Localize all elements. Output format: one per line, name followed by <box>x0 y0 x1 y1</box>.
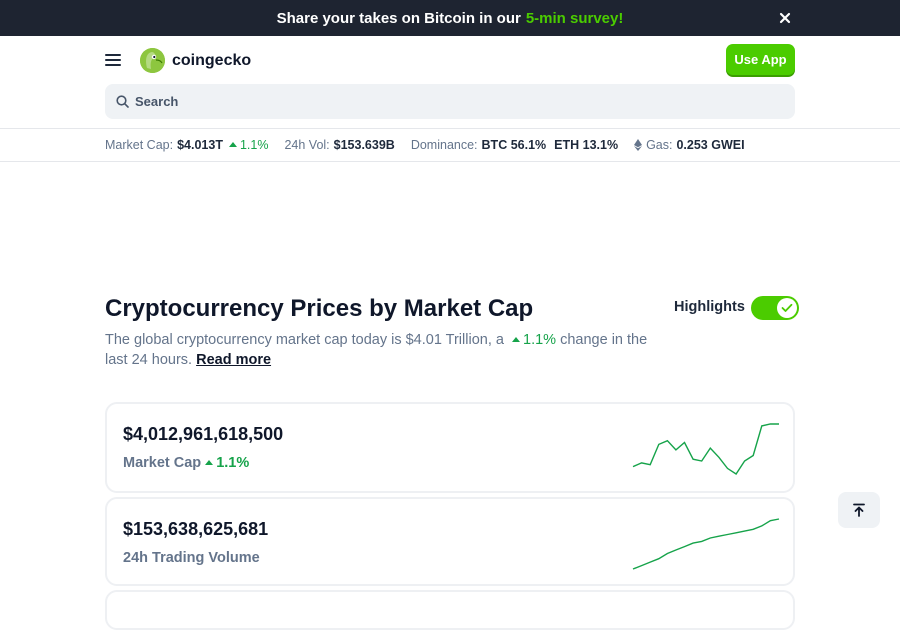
dominance-label: Dominance: <box>410 138 478 152</box>
eth-dominance[interactable]: ETH 13.1% <box>554 138 619 152</box>
banner-text: Share your takes on Bitcoin in our <box>276 9 521 27</box>
market-cap-card-change: 1.1% <box>205 455 249 471</box>
search-bar[interactable] <box>105 84 795 119</box>
arrow-up-to-line-icon <box>853 503 865 517</box>
check-icon <box>781 303 793 312</box>
vol-label: 24h Vol: <box>284 138 330 152</box>
market-cap-sparkline <box>632 423 779 475</box>
sparkline-path <box>632 518 780 570</box>
market-cap-card[interactable]: $4,012,961,618,500 Market Cap 1.1% <box>105 402 795 493</box>
triangle-up-icon <box>205 460 214 465</box>
gecko-logo-icon <box>140 48 165 73</box>
use-app-button[interactable]: Use App <box>726 44 795 75</box>
site-header: coingecko Use App <box>0 36 900 129</box>
highlights-toggle[interactable] <box>751 296 799 320</box>
trending-card[interactable] <box>105 590 795 630</box>
market-cap-change: 1.1% <box>228 138 268 152</box>
trading-volume-total: $153,638,625,681 <box>123 519 269 539</box>
search-icon <box>116 95 129 108</box>
market-cap-total: $4,012,961,618,500 <box>123 424 284 444</box>
desc-change: 1.1% <box>512 332 556 348</box>
market-cap-value[interactable]: $4.013T <box>177 138 223 152</box>
page-description: The global cryptocurrency market cap tod… <box>105 332 648 368</box>
logo[interactable]: coingecko <box>140 48 251 73</box>
page-title: Cryptocurrency Prices by Market Cap <box>105 295 534 322</box>
gas-label: Gas: <box>646 138 673 152</box>
ethereum-icon <box>634 139 643 151</box>
trading-volume-card[interactable]: $153,638,625,681 24h Trading Volume <box>105 497 795 586</box>
highlights-label: Highlights <box>674 299 745 315</box>
global-stats-bar: Market Cap: $4.013T 1.1% 24h Vol: $153.6… <box>0 129 900 162</box>
gas-value[interactable]: 0.253 GWEI <box>676 138 745 152</box>
search-input[interactable] <box>135 94 735 109</box>
vol-value[interactable]: $153.639B <box>333 138 395 152</box>
triangle-up-icon <box>228 142 237 147</box>
market-cap-card-label: Market Cap 1.1% <box>123 455 250 471</box>
menu-icon[interactable] <box>105 54 121 66</box>
survey-link[interactable]: 5-min survey! <box>525 9 624 27</box>
trading-volume-sparkline <box>632 518 780 570</box>
survey-banner: Share your takes on Bitcoin in our 5-min… <box>0 0 900 36</box>
sparkline-path <box>632 423 779 475</box>
market-cap-label: Market Cap: <box>105 138 174 152</box>
read-more-link[interactable]: Read more <box>196 352 272 368</box>
close-icon[interactable] <box>776 9 794 27</box>
back-to-top-button[interactable] <box>838 492 880 528</box>
btc-dominance[interactable]: BTC 56.1% <box>481 138 547 152</box>
triangle-up-icon <box>512 337 521 342</box>
brand-name: coingecko <box>172 51 252 69</box>
trading-volume-label: 24h Trading Volume <box>123 550 260 566</box>
